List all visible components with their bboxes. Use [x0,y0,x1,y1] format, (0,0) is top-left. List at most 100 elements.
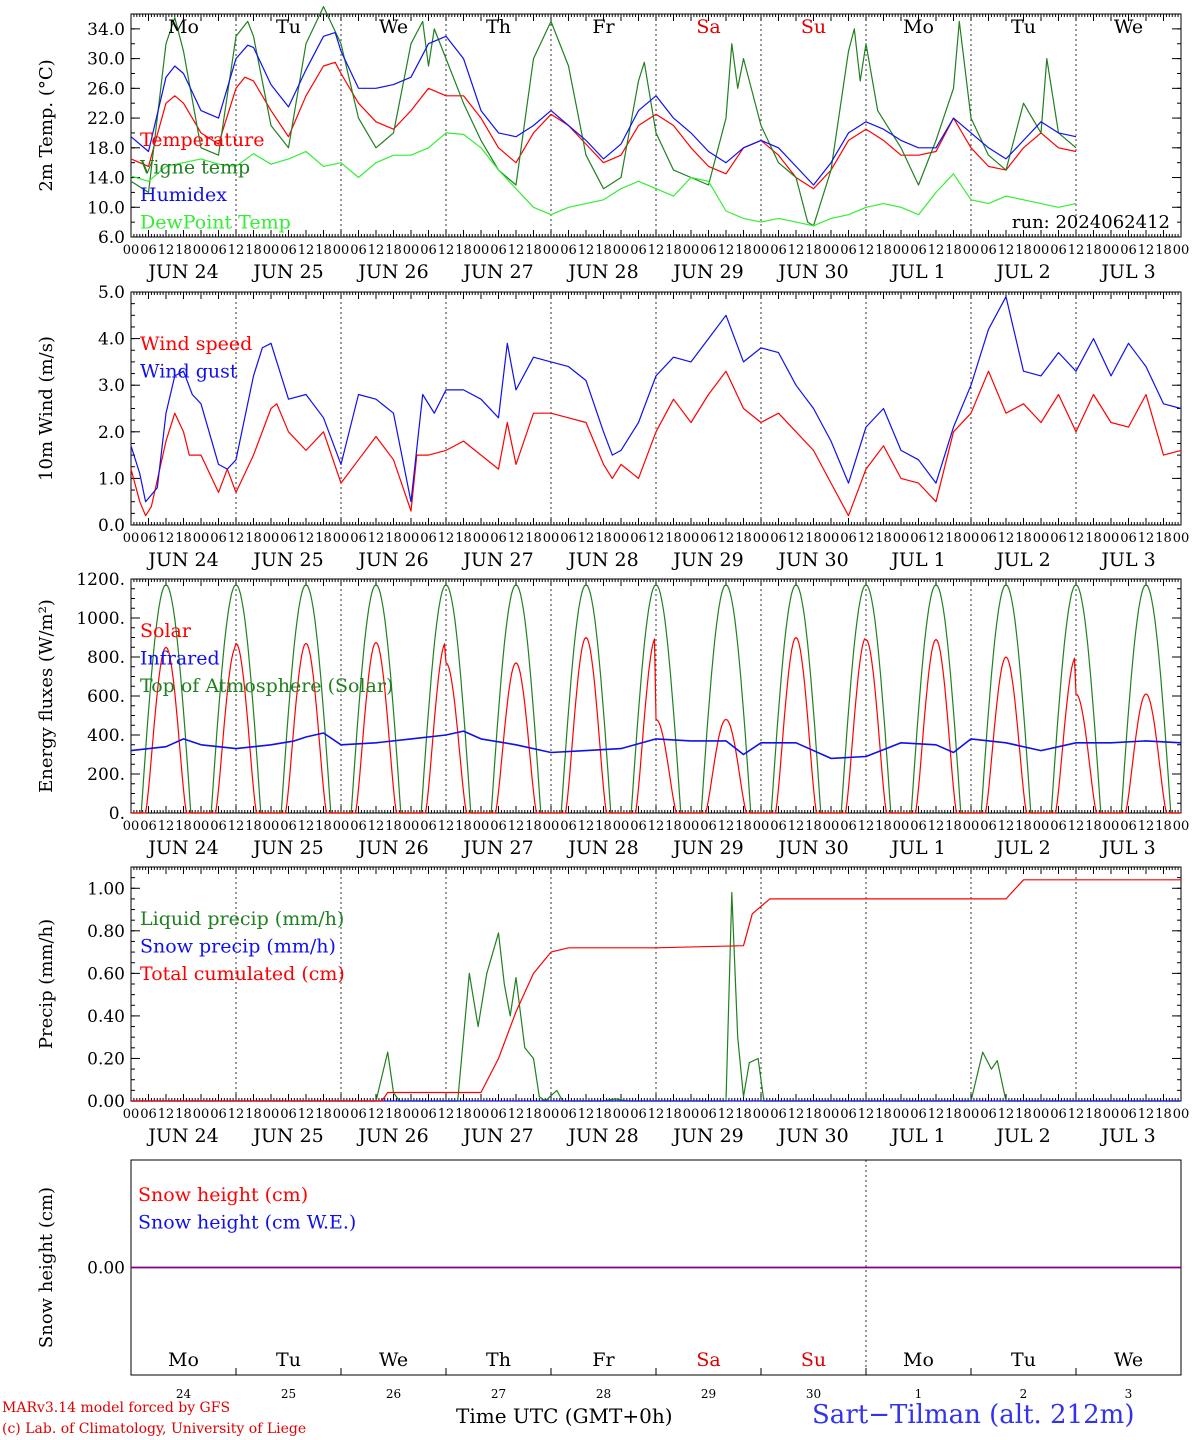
hour-tick-label: 18 [1085,531,1102,546]
legend-entry: Total cumulated (cm) [140,963,345,985]
hour-tick-label: 06 [840,819,857,834]
hour-tick-label: 06 [140,1107,157,1122]
hour-tick-label: 06 [1050,1107,1067,1122]
hour-tick-label: 00 [1103,1107,1120,1122]
hour-tick-label: 06 [630,531,647,546]
weekday-label-bottom: Th [486,1349,511,1371]
hour-tick-label: 18 [805,243,822,258]
series-line [130,32,1077,186]
y-tick-label: 0.00 [87,1092,125,1112]
hour-tick-label: 18 [315,1107,332,1122]
hour-tick-label: 00 [403,531,420,546]
hour-tick-label: 18 [1015,819,1032,834]
date-label: JUL 1 [889,549,945,571]
hour-tick-label: 12 [228,819,245,834]
hour-tick-label: 18 [1155,819,1172,834]
hour-tick-label: 12 [158,243,175,258]
hour-tick-label: 06 [140,819,157,834]
hour-tick-label: 00 [193,819,210,834]
hour-tick-label: 12 [298,1107,315,1122]
hour-tick-label: 12 [438,243,455,258]
y-tick-label: 600. [87,687,125,707]
y-tick-label: 10.0 [87,198,125,218]
hour-tick-label: 06 [420,243,437,258]
hour-tick-label: 00 [333,531,350,546]
bottom-date-label: 25 [281,1387,296,1401]
hour-tick-label: 00 [823,819,840,834]
hour-tick-label: 00 [543,243,560,258]
hour-tick-label: 12 [508,531,525,546]
hour-tick-label: 00 [473,243,490,258]
weekday-label-bottom: We [379,1349,408,1371]
hour-tick-label: 12 [228,243,245,258]
hour-tick-label: 00 [263,1107,280,1122]
hour-tick-label: 00 [963,1107,980,1122]
weekday-label: Mo [903,16,934,38]
date-label: JUN 27 [461,837,533,859]
weekday-label: Fr [592,16,615,38]
hour-tick-label: 06 [1050,243,1067,258]
hour-tick-label: 12 [158,531,175,546]
hour-tick-label: 18 [175,243,192,258]
hour-tick-label: 06 [1120,1107,1137,1122]
hour-tick-label: 06 [490,531,507,546]
hour-tick-label: 00 [1033,243,1050,258]
date-label: JUL 2 [994,261,1050,283]
hour-tick-label: 06 [770,243,787,258]
hour-tick-label: 12 [1138,531,1155,546]
y-tick-label: 6.0 [98,228,125,248]
hour-tick-label: 18 [1085,243,1102,258]
y-tick-label: 400. [87,726,125,746]
hour-tick-label: 06 [350,1107,367,1122]
hour-tick-label: 00 [193,531,210,546]
hour-tick-label: 06 [630,1107,647,1122]
hour-tick-label: 00 [333,819,350,834]
legend-entry: Temperature [140,129,264,151]
series-line [130,296,1182,503]
bottom-date-label: 27 [491,1387,506,1401]
y-tick-label: 1.00 [87,879,125,899]
y-tick-label: 800. [87,648,125,668]
legend-entry: Snow height (cm) [138,1184,308,1206]
hour-tick-label: 00 [683,819,700,834]
date-label: JUL 1 [889,837,945,859]
legend-entry: Humidex [140,184,227,206]
hour-tick-label: 18 [525,531,542,546]
hour-tick-label: 00 [1103,243,1120,258]
date-label: JUN 30 [776,1125,848,1147]
hour-tick-label: 12 [928,531,945,546]
series-line [130,61,1077,190]
date-label: JUL 2 [994,837,1050,859]
hour-tick-label: 00 [823,243,840,258]
hour-tick-label: 00 [123,531,140,546]
hour-tick-label: 18 [525,243,542,258]
weekday-label-bottom: Tu [276,1349,301,1371]
date-label: JUN 28 [566,837,638,859]
date-label: JUN 27 [461,549,533,571]
hour-tick-label: 00 [1173,819,1190,834]
hour-tick-label: 06 [630,819,647,834]
weekday-label: We [1114,16,1143,38]
hour-tick-label: 06 [560,243,577,258]
date-label: JUN 24 [146,549,218,571]
legend-entry: Vigne temp [139,157,250,179]
hour-tick-label: 00 [263,819,280,834]
hour-tick-label: 06 [770,819,787,834]
hour-tick-label: 18 [735,1107,752,1122]
date-label: JUN 28 [566,1125,638,1147]
hour-tick-label: 06 [560,819,577,834]
hour-tick-label: 00 [753,531,770,546]
hour-tick-label: 06 [490,243,507,258]
hour-tick-label: 18 [665,243,682,258]
hour-tick-label: 00 [893,531,910,546]
hour-tick-label: 18 [875,1107,892,1122]
hour-tick-label: 06 [770,1107,787,1122]
y-tick-label: 22.0 [87,109,125,129]
hour-tick-label: 00 [1173,1107,1190,1122]
legend-entry: Snow height (cm W.E.) [138,1212,356,1234]
hour-tick-label: 06 [980,243,997,258]
time-axis-title: Time UTC (GMT+0h) [456,1404,673,1428]
date-label: JUN 28 [566,261,638,283]
hour-tick-label: 00 [963,531,980,546]
hour-tick-label: 18 [1015,531,1032,546]
